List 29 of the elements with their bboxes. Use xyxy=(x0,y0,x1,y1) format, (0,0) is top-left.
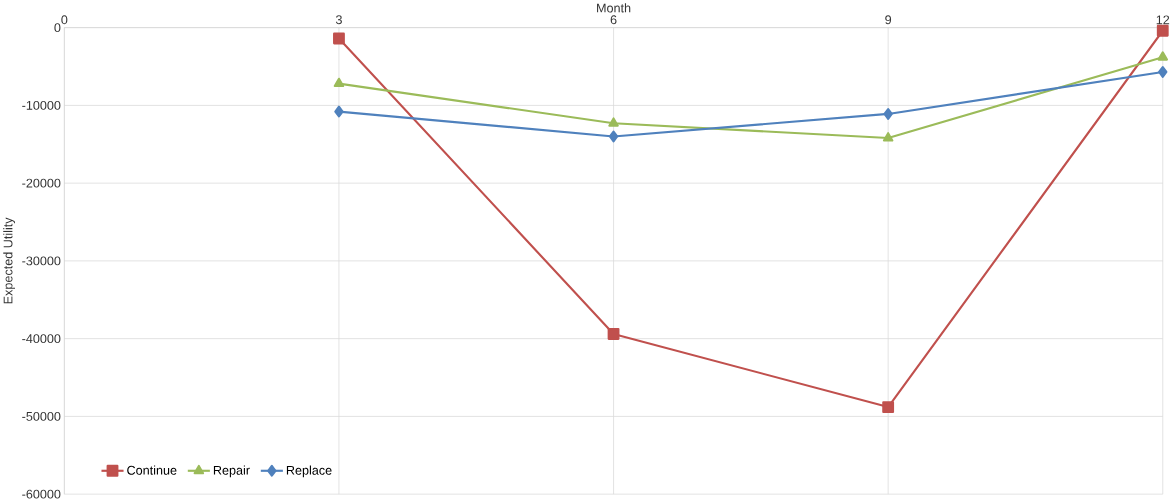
y-tick-label: -60000 xyxy=(22,489,61,499)
point xyxy=(883,108,893,120)
x-tick-label: 6 xyxy=(610,15,617,25)
legend-label: Continue xyxy=(127,465,177,475)
x-tick-label: 3 xyxy=(335,15,342,25)
point xyxy=(1156,24,1169,37)
point xyxy=(608,117,619,127)
y-axis-title: Expected Utility xyxy=(3,217,15,304)
x-tick-label: 9 xyxy=(885,15,892,25)
point xyxy=(882,401,895,414)
y-tick-label: -30000 xyxy=(22,256,61,266)
x-tick-label: 0 xyxy=(61,15,68,25)
x-tick-label: 12 xyxy=(1156,15,1170,25)
y-tick-label: 0 xyxy=(54,23,61,33)
point xyxy=(608,130,619,143)
point xyxy=(333,32,345,45)
point xyxy=(1158,66,1168,78)
point xyxy=(333,77,345,88)
point xyxy=(1157,51,1169,61)
point xyxy=(334,105,344,118)
point xyxy=(607,328,620,340)
y-tick-label: -40000 xyxy=(22,334,61,344)
x-axis-title: Month xyxy=(597,3,631,13)
legend-label: Repair xyxy=(213,465,250,478)
legend-label: Replace xyxy=(286,465,332,478)
point xyxy=(882,132,894,142)
y-tick-label: -50000 xyxy=(22,412,61,421)
y-tick-label: -20000 xyxy=(22,178,61,188)
y-tick-label: -10000 xyxy=(22,100,61,110)
